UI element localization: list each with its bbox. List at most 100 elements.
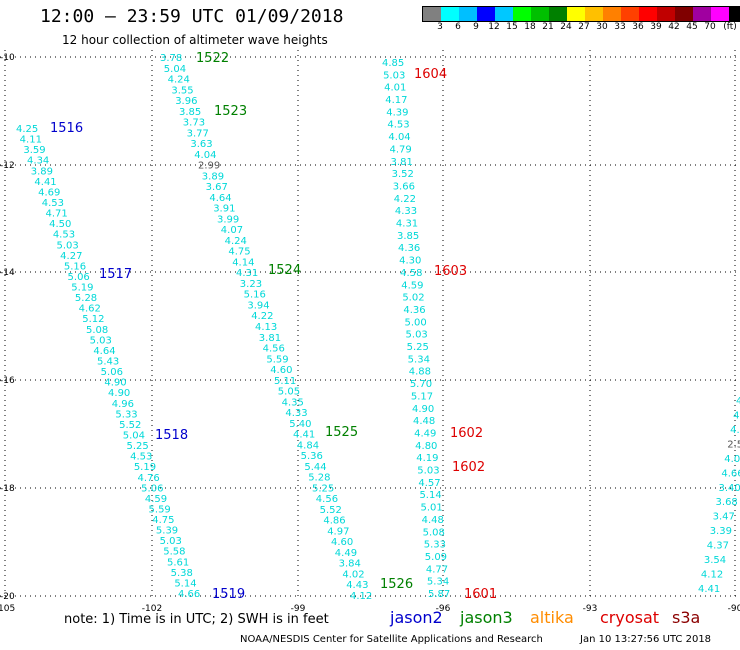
wave-height-value: 3.78 bbox=[160, 53, 182, 64]
legend-swatch bbox=[459, 7, 477, 21]
latitude-tick: -12 bbox=[0, 161, 15, 171]
legend-swatch bbox=[585, 7, 603, 21]
longitude-tick: -99 bbox=[291, 604, 306, 614]
latitude-tick: -16 bbox=[0, 376, 15, 386]
wave-height-value: 5.16 bbox=[244, 290, 266, 301]
altimeter-tracks: 4.254.113.594.343.894.414.694.534.714.50… bbox=[16, 53, 740, 602]
wave-height-value: 4.01 bbox=[384, 83, 406, 94]
wave-height-value: 5.12 bbox=[82, 314, 104, 325]
wave-height-value: 3.85 bbox=[179, 107, 201, 118]
longitude-tick-labels: -105 -102 -99 -96 -93 -90 bbox=[0, 604, 740, 614]
legend-swatch bbox=[693, 7, 711, 21]
wave-height-value: 5.11 bbox=[274, 376, 296, 387]
wave-height-value: 5.19 bbox=[134, 462, 156, 473]
wave-height-value: 4.53 bbox=[130, 452, 152, 463]
satellite-label-jason2: jason2 bbox=[390, 608, 443, 627]
wave-height-value: 3.84 bbox=[339, 559, 361, 570]
wave-height-value: 4.02 bbox=[342, 569, 364, 580]
wave-height-value: 3.67 bbox=[206, 182, 228, 193]
wave-height-value: 4.90 bbox=[104, 378, 126, 389]
wave-height-value: 4.04 bbox=[194, 150, 216, 161]
wave-height-value: 5.06 bbox=[101, 367, 123, 378]
pass-label: 1525 bbox=[325, 425, 358, 440]
pass-label: 1604 bbox=[414, 67, 447, 82]
legend-label: 42 bbox=[668, 22, 680, 32]
wave-height-value: 3.91 bbox=[213, 204, 235, 215]
wave-height-value: 4.96 bbox=[112, 399, 134, 410]
wave-height-value: 5.08 bbox=[423, 527, 445, 538]
legend-swatch bbox=[639, 7, 657, 21]
wave-height-value: 3.54 bbox=[704, 555, 726, 566]
wave-height-value: 5.25 bbox=[407, 342, 429, 353]
wave-height-value: 3.77 bbox=[187, 128, 209, 139]
wave-height-value: 4.24 bbox=[225, 236, 247, 247]
wave-height-value: 4.36 bbox=[403, 305, 425, 316]
wave-height-value: 5.52 bbox=[320, 505, 342, 516]
pass-label: 1524 bbox=[268, 263, 301, 278]
wave-height-value: 4.50 bbox=[49, 219, 71, 230]
wave-height-value: 3.40 bbox=[718, 483, 740, 494]
latitude-tick: -10 bbox=[0, 53, 15, 63]
legend-label: 21 bbox=[542, 22, 554, 32]
legend-label: 24 bbox=[560, 22, 572, 32]
longitude-tick: -105 bbox=[0, 604, 15, 614]
wave-height-value: 4.49 bbox=[414, 428, 436, 439]
legend-swatch bbox=[603, 7, 621, 21]
wave-height-value: 4.13 bbox=[255, 322, 277, 333]
legend-swatch bbox=[549, 7, 567, 21]
wave-height-value: 2.5 bbox=[727, 439, 740, 450]
wave-height-value: 4.88 bbox=[409, 367, 431, 378]
legend-label: 18 bbox=[524, 22, 536, 32]
wave-height-value: 4.22 bbox=[394, 194, 416, 205]
wave-height-value: 5.25 bbox=[126, 441, 148, 452]
wave-height-value: 4.86 bbox=[323, 516, 345, 527]
wave-height-value: 3.96 bbox=[175, 96, 197, 107]
wave-height-value: 5.04 bbox=[164, 64, 186, 75]
satellite-label-s3a: s3a bbox=[672, 608, 701, 627]
wave-height-value: 3.47 bbox=[713, 512, 735, 523]
wave-height-value: 5.61 bbox=[167, 557, 189, 568]
wave-height-value: 3.85 bbox=[397, 231, 419, 242]
wave-height-value: 4.75 bbox=[228, 247, 250, 258]
wave-height-value: 5.06 bbox=[141, 483, 163, 494]
wave-height-value: 5.04 bbox=[123, 430, 145, 441]
wave-height-value: 4.39 bbox=[386, 107, 408, 118]
wave-height-value: 4.57 bbox=[418, 478, 440, 489]
wave-height-value: 3.99 bbox=[217, 214, 239, 225]
legend-label: (ft) bbox=[723, 22, 737, 32]
legend-label: 33 bbox=[614, 22, 626, 32]
wave-height-value: 5.59 bbox=[266, 354, 288, 365]
wave-height-value: 4.07 bbox=[221, 225, 243, 236]
wave-height-value: 5.34 bbox=[408, 354, 430, 365]
wave-height-value: 5.39 bbox=[156, 526, 178, 537]
wave-height-value: 3.23 bbox=[240, 279, 262, 290]
wave-height-value: 5.06 bbox=[68, 272, 90, 283]
legend-label: 36 bbox=[632, 22, 644, 32]
wave-height-value: 5.87 bbox=[428, 589, 450, 600]
satellite-label-cryosat: cryosat bbox=[600, 608, 660, 627]
wave-height-value: 4.31 bbox=[396, 219, 418, 230]
wave-height-value: 4.41 bbox=[293, 430, 315, 441]
wave-height-value: 4.49 bbox=[335, 548, 357, 559]
wave-height-value: 3.89 bbox=[202, 171, 224, 182]
legend-swatch bbox=[513, 7, 531, 21]
legend-swatch bbox=[729, 7, 740, 21]
wave-height-value: 5.33 bbox=[115, 409, 137, 420]
legend-label: 6 bbox=[455, 22, 461, 32]
legend-label: 30 bbox=[596, 22, 608, 32]
wave-height-value: 2.99 bbox=[198, 161, 220, 172]
pass-label: 1516 bbox=[50, 121, 83, 136]
wave-height-value: 3.52 bbox=[392, 169, 414, 180]
track-1522-1526: 3.785.044.243.553.963.853.733.773.634.04… bbox=[160, 53, 372, 602]
legend-label: 12 bbox=[488, 22, 500, 32]
wave-height-value: 5.43 bbox=[97, 357, 119, 368]
wave-height-value: 5.03 bbox=[57, 240, 79, 251]
wave-height-value: 4.59 bbox=[401, 280, 423, 291]
wave-height-value: 4.11 bbox=[20, 135, 42, 146]
wave-height-value: 4.36 bbox=[398, 243, 420, 254]
track-1604-1601: 4.855.034.014.174.394.534.044.793.813.52… bbox=[382, 58, 450, 600]
units-note: note: 1) Time is in UTC; 2) SWH is in fe… bbox=[64, 612, 329, 627]
wave-height-value: 4.25 bbox=[16, 124, 38, 135]
wave-height-value: 3.89 bbox=[31, 166, 53, 177]
